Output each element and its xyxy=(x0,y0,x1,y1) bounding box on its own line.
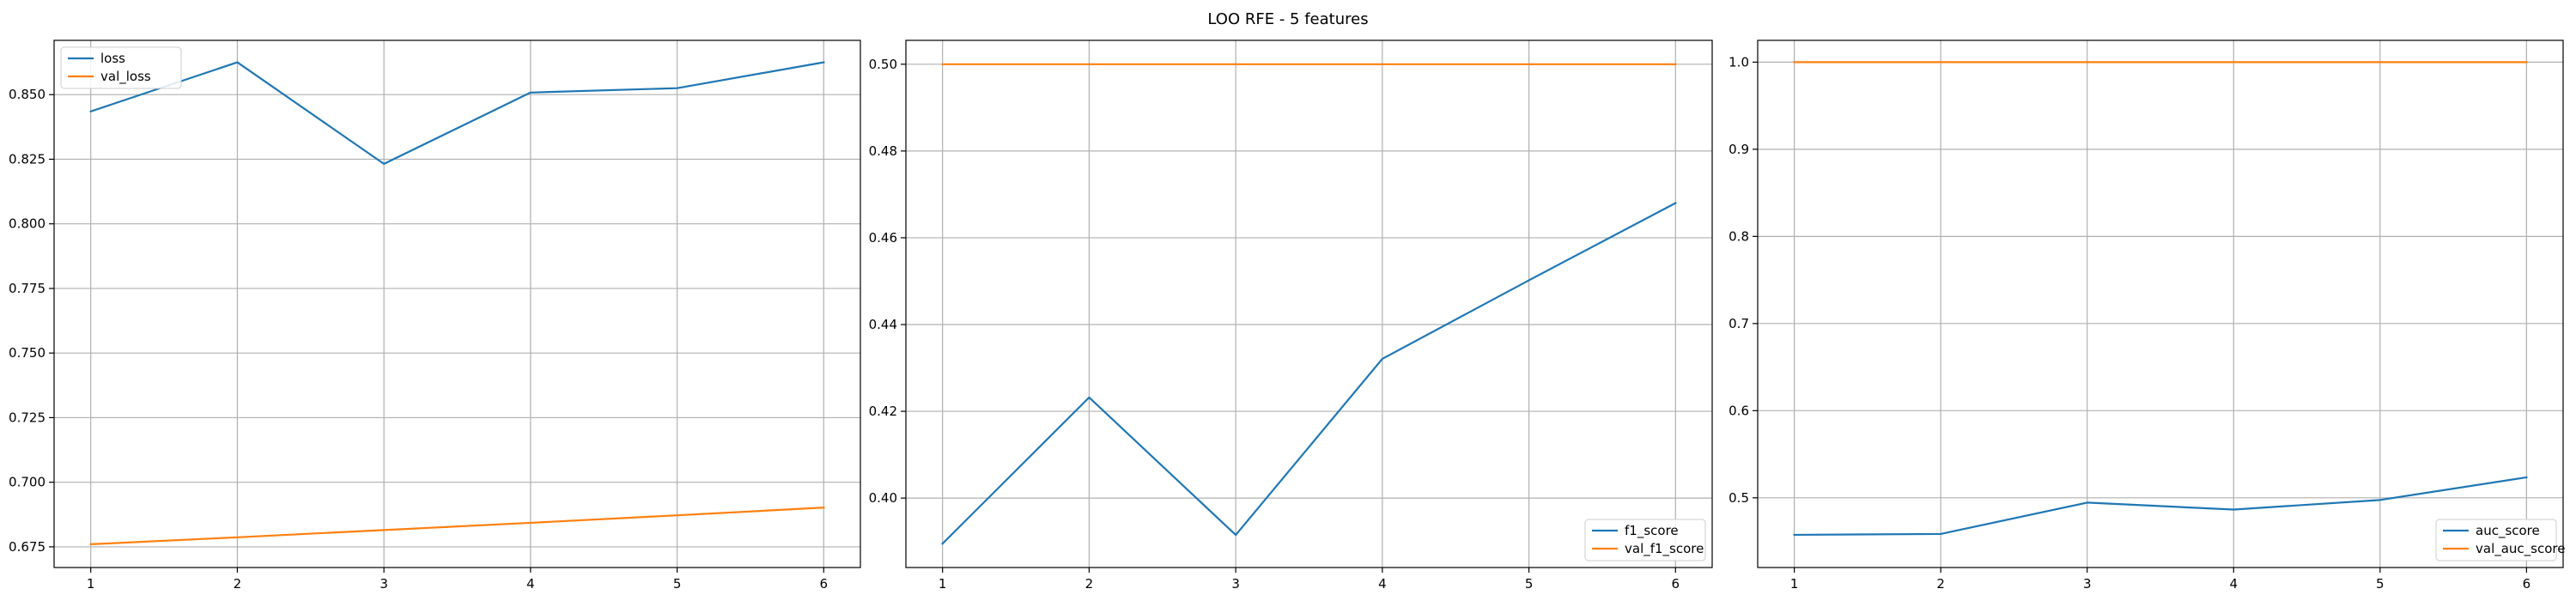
y-tick-label: 0.9 xyxy=(1728,142,1749,157)
y-tick-label: 0.750 xyxy=(9,345,46,361)
legend-label-auc_score: auc_score xyxy=(2476,523,2540,539)
y-tick-label: 0.6 xyxy=(1728,403,1749,418)
x-tick-label: 2 xyxy=(1936,576,1945,592)
x-tick-label: 3 xyxy=(1231,576,1240,592)
y-tick-label: 0.40 xyxy=(869,490,897,506)
x-tick-label: 3 xyxy=(380,576,388,592)
y-tick-label: 0.800 xyxy=(9,216,46,232)
series-group xyxy=(89,61,825,546)
x-tick-label: 4 xyxy=(526,576,535,592)
legend-label-loss: loss xyxy=(100,51,125,66)
y-tick-label: 0.8 xyxy=(1728,228,1749,244)
grid xyxy=(54,40,860,568)
subplot-grid: 1 2 3 4 5 60.6750.7000.7250.7500.7750.8000.82… xyxy=(9,39,2566,592)
y-tick-label: 0.48 xyxy=(869,143,897,159)
y-tick-label: 0.700 xyxy=(9,475,46,490)
x-tick-label: 4 xyxy=(1378,576,1387,592)
x-tick-label: 6 xyxy=(820,576,829,592)
legend: loss val_loss xyxy=(60,46,182,89)
y-axis: 0.40 0.42 0.44 0.46 0.48 0.50 xyxy=(869,57,906,506)
series-line-auc_score xyxy=(1793,476,2528,537)
subplot-2: 1 2 3 4 5 6 0.40 0.42 0.44 0.46 0.48 0.50 f1_scoreva… xyxy=(869,39,1713,592)
x-axis: 1 2 3 4 5 6 xyxy=(939,568,1680,592)
x-tick-label: 1 xyxy=(1790,576,1799,592)
grid xyxy=(1758,40,2563,568)
x-tick-label: 5 xyxy=(2376,576,2385,592)
x-tick-label: 2 xyxy=(1085,576,1094,592)
y-tick-label: 0.850 xyxy=(9,87,46,102)
y-tick-label: 0.44 xyxy=(869,317,897,332)
x-tick-label: 6 xyxy=(1672,576,1680,592)
y-tick-label: 0.675 xyxy=(9,539,46,555)
x-tick-label: 2 xyxy=(234,576,242,592)
y-tick-label: 0.42 xyxy=(869,404,897,419)
legend-label-val_auc_score: val_auc_score xyxy=(2476,541,2566,557)
y-tick-label: 0.5 xyxy=(1728,490,1749,506)
series-line-val_loss xyxy=(89,507,825,546)
y-tick-label: 1.0 xyxy=(1728,54,1749,70)
grid xyxy=(906,40,1712,568)
x-tick-label: 5 xyxy=(1525,576,1534,592)
x-tick-label: 3 xyxy=(2083,576,2092,592)
x-tick-label: 1 xyxy=(87,576,95,592)
legend-label-val_loss: val_loss xyxy=(100,69,151,85)
series-line-loss xyxy=(89,61,825,165)
series-group xyxy=(1793,61,2528,537)
y-tick-label: 0.50 xyxy=(869,57,897,72)
subplot-3: 1 2 3 4 5 6 0.5 0.6 0.7 0.8 0.9 1.0 auc_score val_auc… xyxy=(1728,39,2566,592)
x-tick-label: 1 xyxy=(939,576,947,592)
series-line-f1_score xyxy=(941,202,1677,545)
axes-frame xyxy=(53,39,861,568)
figure-title: LOO RFE - 5 features xyxy=(1207,10,1368,28)
y-tick-label: 0.775 xyxy=(9,281,46,296)
legend: auc_score val_auc_score xyxy=(2435,519,2566,562)
y-tick-label: 0.7 xyxy=(1728,316,1749,331)
legend-label-val_f1_score: val_f1_score xyxy=(1625,541,1704,557)
y-axis: 0.5 0.6 0.7 0.8 0.9 1.0 xyxy=(1728,54,1758,506)
y-tick-label: 0.825 xyxy=(9,151,46,167)
y-axis: 0.675 0.700 0.725 0.750 0.775 0.800 0.825 0.850 xyxy=(9,87,54,555)
legend: f1_score val_f1_score xyxy=(1584,519,1706,562)
x-tick-label: 6 xyxy=(2523,576,2531,592)
y-tick-label: 0.725 xyxy=(9,410,46,425)
axes-frame xyxy=(905,39,1713,568)
x-tick-label: 5 xyxy=(673,576,682,592)
subplot-1: 1 2 3 4 5 6 0.675 0.700 0.725 0.750 0.775 0.800 0.82… xyxy=(9,39,861,592)
y-tick-label: 0.46 xyxy=(869,230,897,246)
x-axis: 1 2 3 4 5 6 xyxy=(87,568,828,592)
x-axis: 1 2 3 4 5 6 xyxy=(1790,568,2530,592)
legend-label-f1_score: f1_score xyxy=(1625,523,1679,539)
series-group xyxy=(941,63,1677,545)
x-tick-label: 4 xyxy=(2229,576,2238,592)
axes-frame xyxy=(1757,39,2564,568)
